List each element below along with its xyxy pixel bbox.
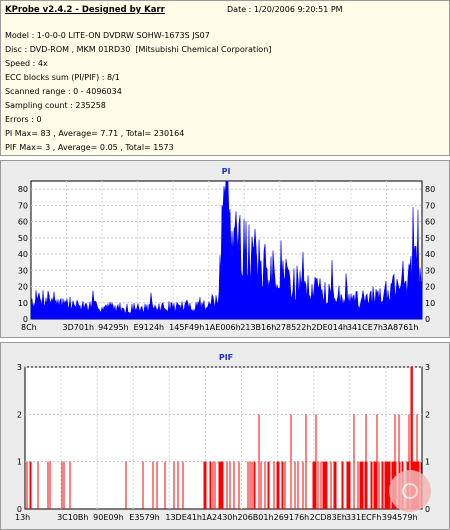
info-pif-summary: PIF Max= 3 , Average= 0.05 , Total= 1573 <box>5 143 174 152</box>
info-ecc: ECC blocks sum (PI/PIF) : 8/1 <box>5 73 120 82</box>
pif-xtick: 331ECFh <box>346 513 382 522</box>
pi-ytick-left: 60 <box>18 218 28 227</box>
pi-ytick-right: 50 <box>425 234 435 243</box>
pi-xtick: 2DE014h <box>311 323 348 332</box>
pif-ytick-left: 0 <box>17 505 22 514</box>
pif-ytick-right: 1 <box>425 458 430 467</box>
pi-ytick-right: 60 <box>425 218 435 227</box>
pi-xtick: 213B16h <box>240 323 276 332</box>
info-range: Scanned range : 0 - 4096034 <box>5 87 122 96</box>
info-model: Model : 1-0-0-0 LITE-ON DVDRW SOHW-1673S… <box>5 31 210 40</box>
pif-xtick: 2CD83Eh <box>310 513 347 522</box>
pi-ytick-right: 70 <box>425 201 435 210</box>
pi-ytick-left: 40 <box>18 250 28 259</box>
pi-ytick-right: 40 <box>425 250 435 259</box>
info-pi-summary: PI Max= 83 , Average= 7.71 , Total= 2301… <box>5 129 185 138</box>
pi-ytick-right: 80 <box>425 185 435 194</box>
pif-xtick: 269176h <box>274 513 310 522</box>
pi-xtick: 341CE7h <box>347 323 383 332</box>
pif-chart: PIF 0 0 1 1 2 2 3 3 13h 3C10Bh 90E09h E3579h 13DE41h 1… <box>15 353 430 522</box>
pif-xtick: 206B01h <box>238 513 274 522</box>
info-sampling: Sampling count : 235258 <box>5 101 106 110</box>
pi-chart-panel: PI 0 0 10 10 20 20 30 30 40 40 50 50 60 60 70 70 80 80 8Ch 3… <box>0 160 450 338</box>
pi-chart-title: PI <box>222 167 231 176</box>
pi-ytick-left: 80 <box>18 185 28 194</box>
pi-series-area <box>30 180 423 320</box>
pi-ytick-left: 10 <box>18 299 28 308</box>
pif-ytick-left: 3 <box>17 363 22 372</box>
pi-ytick-left: 0 <box>23 315 28 324</box>
pi-xtick: 94295h <box>98 323 129 332</box>
scan-date: Date : 1/20/2006 9:20:51 PM <box>227 5 343 14</box>
pif-chart-panel: PIF 0 0 1 1 2 2 3 3 13h 3C10Bh 90E09h E3579h 13DE41h 1… <box>0 342 450 530</box>
pif-xtick: 3C10Bh <box>57 513 88 522</box>
pi-xtick: 145F49h <box>169 323 204 332</box>
disc-info-panel: KProbe v2.4.2 - Designed by Karr Date : … <box>0 0 450 156</box>
pif-xtick: E3579h <box>129 513 159 522</box>
pi-ytick-right: 0 <box>425 315 430 324</box>
pif-ytick-right: 2 <box>425 410 430 419</box>
pi-xtick: 3D701h <box>63 323 95 332</box>
pi-xtick: 278522h <box>276 323 312 332</box>
app-title: KProbe v2.4.2 - Designed by Karr <box>5 5 165 15</box>
pif-ytick-left: 1 <box>17 458 22 467</box>
pi-ytick-left: 30 <box>18 266 28 275</box>
pif-xtick: 90E09h <box>93 513 123 522</box>
pi-ytick-left: 70 <box>18 201 28 210</box>
pi-xtick: 3A8761h <box>382 323 418 332</box>
pif-ytick-left: 2 <box>17 410 22 419</box>
pi-xtick: 1AE006h <box>205 323 241 332</box>
info-disc: Disc : DVD-ROM , MKM 01RD30 [Mitsubishi … <box>5 45 272 54</box>
watermark-logo <box>389 470 431 512</box>
pi-ytick-left: 20 <box>18 283 28 292</box>
pif-xtick: 13h <box>15 513 30 522</box>
pi-ytick-right: 30 <box>425 266 435 275</box>
pi-ytick-right: 10 <box>425 299 435 308</box>
pi-xtick: 8Ch <box>21 323 37 332</box>
info-speed: Speed : 4x <box>5 59 48 68</box>
info-errors: Errors : 0 <box>5 115 42 124</box>
pif-xtick: 394579h <box>382 513 418 522</box>
pi-chart: PI 0 0 10 10 20 20 30 30 40 40 50 50 60 60 70 70 80 80 8Ch 3… <box>18 167 435 332</box>
pif-xtick: 13DE41h <box>165 513 202 522</box>
pi-ytick-right: 20 <box>425 283 435 292</box>
pif-ytick-right: 0 <box>425 505 430 514</box>
pif-xtick: 1A2430h <box>201 513 237 522</box>
pif-ytick-right: 3 <box>425 363 430 372</box>
pif-chart-title: PIF <box>219 353 233 362</box>
pi-xtick: E9124h <box>134 323 164 332</box>
pi-ytick-left: 50 <box>18 234 28 243</box>
